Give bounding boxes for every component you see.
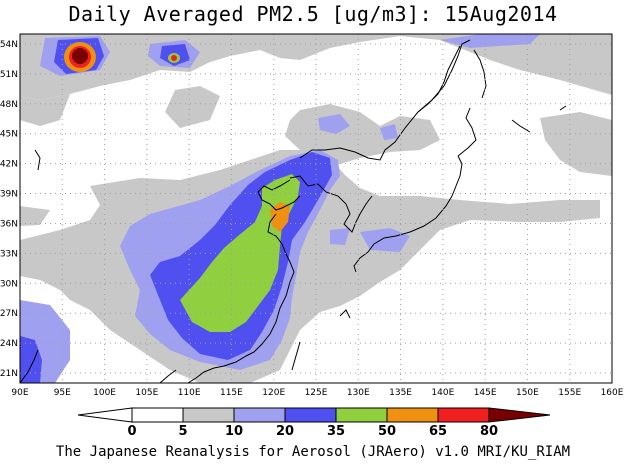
colorbar-label-50: 50 xyxy=(378,424,396,439)
colorbar-segment-5 xyxy=(386,407,439,423)
gridlines xyxy=(20,34,612,383)
lon-tick-110E: 110E xyxy=(178,388,201,398)
lat-tick-51N: 51N xyxy=(0,70,18,80)
lon-tick-120E: 120E xyxy=(262,388,285,398)
lon-tick-135E: 135E xyxy=(389,388,412,398)
colorbar-labels: 0 5 10 20 35 50 65 80 xyxy=(127,424,498,439)
hotspot-east-red xyxy=(171,55,177,61)
caption: The Japanese Reanalysis for Aerosol (JRA… xyxy=(55,444,571,460)
lon-tick-125E: 125E xyxy=(305,388,328,398)
map-title: Daily Averaged PM2.5 [ug/m3]: 15Aug2014 xyxy=(68,2,558,26)
colorbar-segment-1 xyxy=(182,407,235,423)
lat-tick-36N: 36N xyxy=(0,219,18,229)
colorbar-label-10: 10 xyxy=(225,424,243,439)
lon-tick-100E: 100E xyxy=(93,388,116,398)
lon-tick-115E: 115E xyxy=(220,388,243,398)
latitude-tick-labels: 21N 24N 27N 30N 33N 36N 39N 42N 45N 48N 51N 54N xyxy=(0,40,18,379)
colorbar-segment-4 xyxy=(335,407,388,423)
lat-tick-21N: 21N xyxy=(0,369,18,379)
colorbar xyxy=(77,407,551,423)
lat-tick-24N: 24N xyxy=(0,339,18,349)
lat-tick-45N: 45N xyxy=(0,130,18,140)
lat-tick-54N: 54N xyxy=(0,40,18,50)
lon-tick-150E: 150E xyxy=(516,388,539,398)
lon-tick-95E: 95E xyxy=(54,388,71,398)
colorbar-segment-6 xyxy=(437,407,490,423)
colorbar-segment-0 xyxy=(131,407,184,423)
colorbar-label-35: 35 xyxy=(327,424,345,439)
pm25-hotspots xyxy=(64,42,180,72)
lon-tick-105E: 105E xyxy=(135,388,158,398)
colorbar-segment-3 xyxy=(284,407,337,423)
lon-tick-160E: 160E xyxy=(601,388,624,398)
lon-tick-140E: 140E xyxy=(431,388,454,398)
lat-tick-39N: 39N xyxy=(0,190,18,200)
lon-tick-90E: 90E xyxy=(11,388,28,398)
colorbar-label-20: 20 xyxy=(276,424,294,439)
longitude-tick-labels: 90E 95E 100E 105E 110E 115E 120E 125E 130E 135E 14… xyxy=(11,388,623,398)
lat-tick-33N: 33N xyxy=(0,249,18,259)
lat-tick-48N: 48N xyxy=(0,100,18,110)
map-frame xyxy=(19,33,613,384)
lon-tick-155E: 155E xyxy=(558,388,581,398)
hotspot-siberia-darkred xyxy=(72,48,88,64)
lat-tick-42N: 42N xyxy=(0,160,18,170)
plot-area xyxy=(19,33,613,384)
colorbar-label-0: 0 xyxy=(127,424,136,439)
colorbar-low-triangle xyxy=(77,407,133,423)
colorbar-high-triangle xyxy=(488,407,551,423)
colorbar-label-65: 65 xyxy=(429,424,447,439)
lat-tick-27N: 27N xyxy=(0,309,18,319)
colorbar-label-5: 5 xyxy=(178,424,187,439)
lat-tick-30N: 30N xyxy=(0,279,18,289)
colorbar-segment-2 xyxy=(233,407,286,423)
lon-tick-130E: 130E xyxy=(347,388,370,398)
colorbar-label-80: 80 xyxy=(480,424,498,439)
lon-tick-145E: 145E xyxy=(474,388,497,398)
